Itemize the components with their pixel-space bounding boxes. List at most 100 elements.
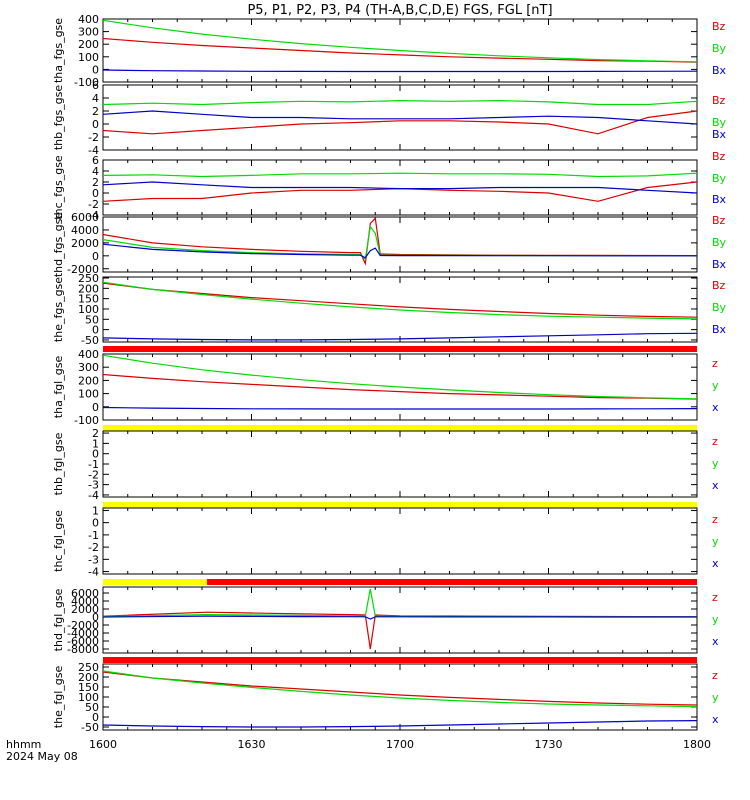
panel-frame (102, 84, 698, 151)
plot-title: P5, P1, P2, P3, P4 (TH-A,B,C,D,E) FGS, F… (247, 3, 552, 18)
series-By (102, 281, 698, 320)
ytick-label: 200 (78, 374, 99, 387)
ytick-label: 0 (92, 187, 99, 200)
ylabel: thd_fgs_gse (52, 212, 65, 278)
ytick-label: 2 (92, 105, 99, 118)
ytick-label: 6 (92, 79, 99, 92)
ylabel: tha_fgs_gse (52, 18, 65, 83)
panel-thc_fgl_gse: 10-1-2-3-4 thc_fgl_gse zyx (52, 502, 719, 579)
series-Bz (102, 37, 698, 63)
legend-x: x (712, 713, 719, 726)
ytick-label: -2 (88, 198, 99, 211)
xtick-label: 1630 (238, 738, 266, 751)
ylabel: the_fgs_gse (52, 277, 65, 342)
ytick-label: 1 (92, 504, 99, 517)
flag-bar-0 (103, 579, 207, 585)
panel-frame (102, 507, 698, 575)
ytick-label: -3 (88, 479, 99, 492)
legend-Bz: Bz (712, 279, 726, 292)
panel-frame (102, 663, 698, 731)
legend-y: y (712, 457, 719, 470)
ytick-label: 0 (92, 448, 99, 461)
legend-Bz: Bz (712, 20, 726, 33)
series-Bx (102, 110, 698, 125)
ytick-label: 4000 (71, 224, 99, 237)
series-y (102, 670, 698, 708)
ytick-label: 0 (92, 401, 99, 414)
legend-By: By (712, 116, 727, 129)
ytick-label: 100 (78, 51, 99, 64)
flag-bar-0 (103, 425, 697, 431)
series-z (102, 671, 698, 706)
series-By (102, 172, 698, 178)
ytick-label: 0 (92, 517, 99, 530)
panel-thd_fgl_gse: 6000400020000-2000-4000-6000-8000thd_fgl… (52, 579, 719, 656)
series-z (102, 611, 698, 650)
series-x (102, 615, 697, 620)
ytick-label: -4 (88, 566, 99, 579)
ytick-label: 0 (92, 250, 99, 263)
legend-x: x (712, 479, 719, 492)
legend-x: x (712, 557, 719, 570)
ylabel: tha_fgl_gse (52, 356, 65, 419)
ytick-label: -1 (88, 529, 99, 542)
ytick-label: 2 (92, 176, 99, 189)
legend-Bx: Bx (712, 323, 727, 336)
legend-z: z (712, 669, 718, 682)
panel-frame (102, 586, 698, 654)
ytick-label: 400 (78, 348, 99, 361)
legend-x: x (712, 635, 719, 648)
time-unit-label: hhmm (6, 738, 41, 751)
legend-Bx: Bx (712, 193, 727, 206)
ytick-label: -2 (88, 131, 99, 144)
series-By (102, 99, 698, 106)
legend-z: z (712, 591, 718, 604)
ytick-label: 200 (78, 282, 99, 295)
ytick-label: 6000 (71, 587, 99, 600)
ytick-label: -6000 (67, 635, 99, 648)
legend-y: y (712, 379, 719, 392)
ytick-label: -4 (88, 489, 99, 502)
ytick-label: 150 (78, 681, 99, 694)
time-axis: hhmm 2024 May 08 1600 1630 1700 1730 1800 (6, 738, 711, 763)
legend-Bx: Bx (712, 128, 727, 141)
series-Bx (102, 181, 698, 194)
ytick-label: 4 (92, 92, 99, 105)
ytick-label: 0 (92, 118, 99, 131)
ytick-label: -4 (88, 144, 99, 157)
date-label: 2024 May 08 (6, 750, 78, 763)
ytick-label: -2000 (67, 619, 99, 632)
ytick-label: 250 (78, 661, 99, 674)
ylabel: thb_fgl_gse (52, 432, 65, 495)
ylabel: thc_fgl_gse (52, 510, 65, 572)
ytick-label: 0 (92, 611, 99, 624)
legend-By: By (712, 172, 727, 185)
ytick-label: 50 (85, 701, 99, 714)
panel-frame (102, 216, 698, 273)
ytick-label: 150 (78, 293, 99, 306)
ytick-label: 400 (78, 13, 99, 26)
ytick-label: -2 (88, 541, 99, 554)
flag-bar-0 (103, 346, 697, 352)
ytick-label: 6000 (71, 211, 99, 224)
ytick-label: 0 (92, 711, 99, 724)
legend-Bz: Bz (712, 214, 726, 227)
ylabel: thd_fgl_gse (52, 588, 65, 651)
legend-Bz: Bz (712, 94, 726, 107)
ytick-label: 1 (92, 437, 99, 450)
series-Bx (102, 332, 698, 341)
ylabel: the_fgl_gse (52, 666, 65, 729)
ytick-label: 100 (78, 691, 99, 704)
ytick-label: 4 (92, 165, 99, 178)
ytick-label: 200 (78, 38, 99, 51)
flag-bar-0 (103, 502, 697, 508)
ytick-label: -4000 (67, 627, 99, 640)
legend-y: y (712, 613, 719, 626)
legend-Bx: Bx (712, 64, 727, 77)
